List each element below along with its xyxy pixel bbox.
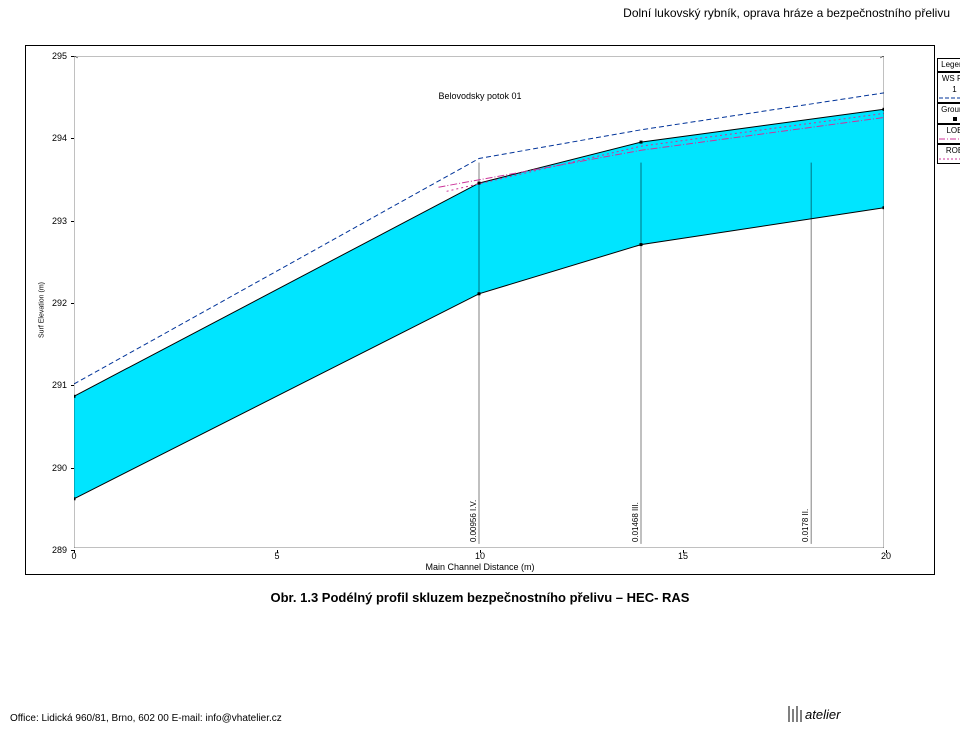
y-tick-label: 295 [52, 51, 67, 61]
y-tick-label: 293 [52, 216, 67, 226]
legend-item: WS PF 1 [937, 72, 960, 103]
x-axis-label: Main Channel Distance (m) [425, 562, 534, 572]
legend: Legend WS PF 1GroundLOBROB [937, 58, 960, 164]
footer-office: Office: Lidická 960/81, Brno, 602 00 E-m… [10, 713, 282, 724]
y-tick-label: 290 [52, 463, 67, 473]
station-label: 0.0178 II. [801, 509, 810, 542]
station-label: 0.00956 I.V. [469, 500, 478, 542]
document-header: Dolní lukovský rybník, oprava hráze a be… [623, 6, 950, 20]
logo: atelier [785, 702, 865, 724]
plot-area: 0.00956 I.V. 0.01468 III. 0.0178 II. [74, 56, 884, 548]
plot-svg: 0.00956 I.V. 0.01468 III. 0.0178 II. [74, 56, 884, 548]
ground-marker [640, 141, 643, 144]
svg-text:atelier: atelier [805, 707, 841, 722]
legend-item: Ground [937, 103, 960, 123]
y-axis-label: Surf Elevation (m) [39, 282, 46, 338]
y-tick-label: 292 [52, 298, 67, 308]
figure-caption: Obr. 1.3 Podélný profil skluzem bezpečno… [271, 590, 690, 605]
legend-title: Legend [937, 58, 960, 72]
legend-item: ROB [937, 144, 960, 164]
y-tick-label: 291 [52, 380, 67, 390]
y-tick-label: 294 [52, 133, 67, 143]
y-tick-label: 289 [52, 545, 67, 555]
legend-item: LOB [937, 124, 960, 144]
chart-container: Belovodsky potok 01 Surf Elevation (m) M… [25, 45, 935, 575]
station-label: 0.01468 III. [631, 502, 640, 542]
